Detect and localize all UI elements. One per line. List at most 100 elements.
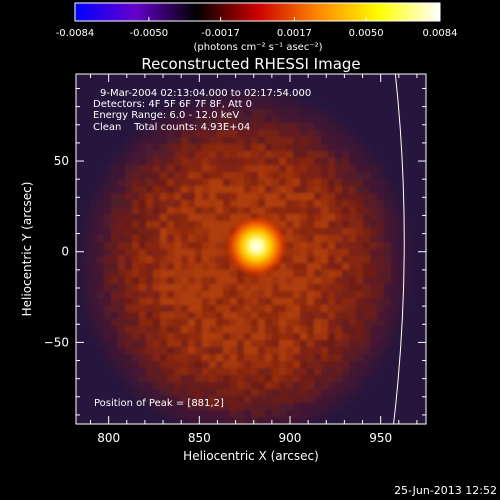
heatmap-cell	[118, 389, 126, 397]
heatmap-cell	[286, 410, 294, 418]
heatmap-cell	[405, 221, 413, 229]
heatmap-cell	[104, 228, 112, 236]
heatmap-cell	[167, 284, 175, 292]
heatmap-cell	[167, 151, 175, 159]
heatmap-cell	[90, 396, 98, 404]
heatmap-cell	[314, 137, 322, 145]
heatmap-cell	[146, 116, 154, 124]
heatmap-cell	[314, 326, 322, 334]
heatmap-cell	[251, 375, 259, 383]
heatmap-cell	[286, 319, 294, 327]
heatmap-cell	[202, 417, 210, 424]
heatmap-cell	[111, 298, 119, 306]
heatmap-cell	[146, 326, 154, 334]
heatmap-cell	[342, 326, 350, 334]
heatmap-cell	[265, 389, 273, 397]
heatmap-cell	[335, 207, 343, 215]
heatmap-cell	[398, 172, 406, 180]
heatmap-cell	[125, 368, 133, 376]
heatmap-cell	[125, 151, 133, 159]
heatmap-cell	[349, 179, 357, 187]
heatmap-cell	[314, 410, 322, 418]
heatmap-cell	[363, 305, 371, 313]
heatmap-cell	[349, 151, 357, 159]
heatmap-cell	[370, 228, 378, 236]
y-tick-label: −50	[44, 335, 69, 349]
heatmap-cell	[125, 186, 133, 194]
heatmap-cell	[307, 214, 315, 222]
heatmap-cell	[258, 179, 266, 187]
heatmap-cell	[195, 214, 203, 222]
heatmap-cell	[118, 375, 126, 383]
heatmap-cell	[118, 291, 126, 299]
heatmap-cell	[209, 256, 217, 264]
heatmap-cell	[293, 319, 301, 327]
heatmap-cell	[321, 123, 329, 131]
heatmap-cell	[174, 347, 182, 355]
heatmap-cell	[167, 95, 175, 103]
heatmap-cell	[174, 389, 182, 397]
heatmap-cell	[272, 144, 280, 152]
heatmap-cell	[160, 319, 168, 327]
heatmap-cell	[349, 410, 357, 418]
heatmap-cell	[391, 298, 399, 306]
heatmap-cell	[328, 95, 336, 103]
heatmap-cell	[104, 235, 112, 243]
heatmap-cell	[251, 116, 259, 124]
heatmap-cell	[356, 354, 364, 362]
heatmap-cell	[412, 375, 420, 383]
heatmap-cell	[293, 81, 301, 89]
heatmap-cell	[349, 347, 357, 355]
heatmap-cell	[167, 410, 175, 418]
heatmap-cell	[132, 396, 140, 404]
heatmap-cell	[384, 144, 392, 152]
heatmap-cell	[265, 375, 273, 383]
heatmap-cell	[97, 186, 105, 194]
heatmap-cell	[272, 81, 280, 89]
heatmap-cell	[118, 158, 126, 166]
heatmap-cell	[419, 298, 426, 306]
heatmap-cell	[223, 179, 231, 187]
heatmap-cell	[97, 228, 105, 236]
heatmap-cell	[377, 214, 385, 222]
heatmap-cell	[356, 410, 364, 418]
heatmap-cell	[293, 354, 301, 362]
heatmap-cell	[125, 144, 133, 152]
heatmap-cell	[335, 263, 343, 271]
heatmap-cell	[76, 102, 84, 110]
heatmap-cell	[279, 403, 287, 411]
heatmap-cell	[265, 410, 273, 418]
heatmap-cell	[83, 151, 91, 159]
heatmap-cell	[349, 235, 357, 243]
heatmap-cell	[321, 88, 329, 96]
heatmap-cell	[118, 235, 126, 243]
heatmap-cell	[188, 179, 196, 187]
heatmap-cell	[405, 130, 413, 138]
heatmap-cell	[342, 403, 350, 411]
heatmap-cell	[405, 312, 413, 320]
heatmap-cell	[153, 102, 161, 110]
heatmap-cell	[356, 242, 364, 250]
heatmap-cell	[153, 305, 161, 313]
heatmap-cell	[223, 305, 231, 313]
heatmap-cell	[321, 235, 329, 243]
heatmap-cell	[209, 186, 217, 194]
heatmap-cell	[370, 235, 378, 243]
heatmap-cell	[412, 410, 420, 418]
heatmap-cell	[342, 144, 350, 152]
heatmap-cell	[272, 193, 280, 201]
heatmap-cell	[384, 228, 392, 236]
heatmap-cell	[181, 410, 189, 418]
heatmap-cell	[251, 88, 259, 96]
heatmap-cell	[314, 186, 322, 194]
heatmap-cell	[265, 284, 273, 292]
heatmap-cell	[307, 235, 315, 243]
heatmap-cell	[286, 144, 294, 152]
heatmap-cell	[384, 172, 392, 180]
heatmap-cell	[419, 242, 426, 250]
heatmap-cell	[293, 340, 301, 348]
heatmap-cell	[167, 130, 175, 138]
heatmap-cell	[181, 340, 189, 348]
heatmap-cell	[307, 291, 315, 299]
heatmap-cell	[391, 130, 399, 138]
